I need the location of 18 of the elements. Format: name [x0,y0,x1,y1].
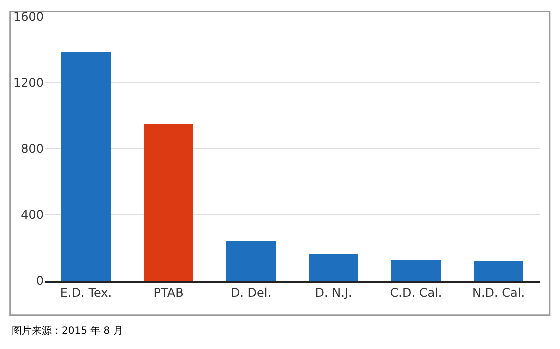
x-tick-label: E.D. Tex. [60,286,112,300]
x-tick-label: N.D. Cal. [472,286,526,300]
x-tick-label: D. Del. [230,286,272,300]
text: 图片来源：2015 年 8 月 [12,325,124,337]
bar [226,241,276,281]
x-tick-label: C.D. Cal. [390,286,442,300]
y-tick-label: 1600 [13,10,44,24]
bar [392,260,441,281]
y-tick-label: 400 [21,208,44,222]
bar [144,124,194,281]
y-tick-label: 0 [36,274,44,288]
bar [309,254,358,281]
bar [474,262,524,281]
bar [62,52,111,281]
x-tick-label: D. N.J. [315,286,352,300]
y-tick-label: 1200 [13,76,44,90]
y-tick-label: 800 [21,142,44,156]
x-tick-label: PTAB [154,286,184,300]
